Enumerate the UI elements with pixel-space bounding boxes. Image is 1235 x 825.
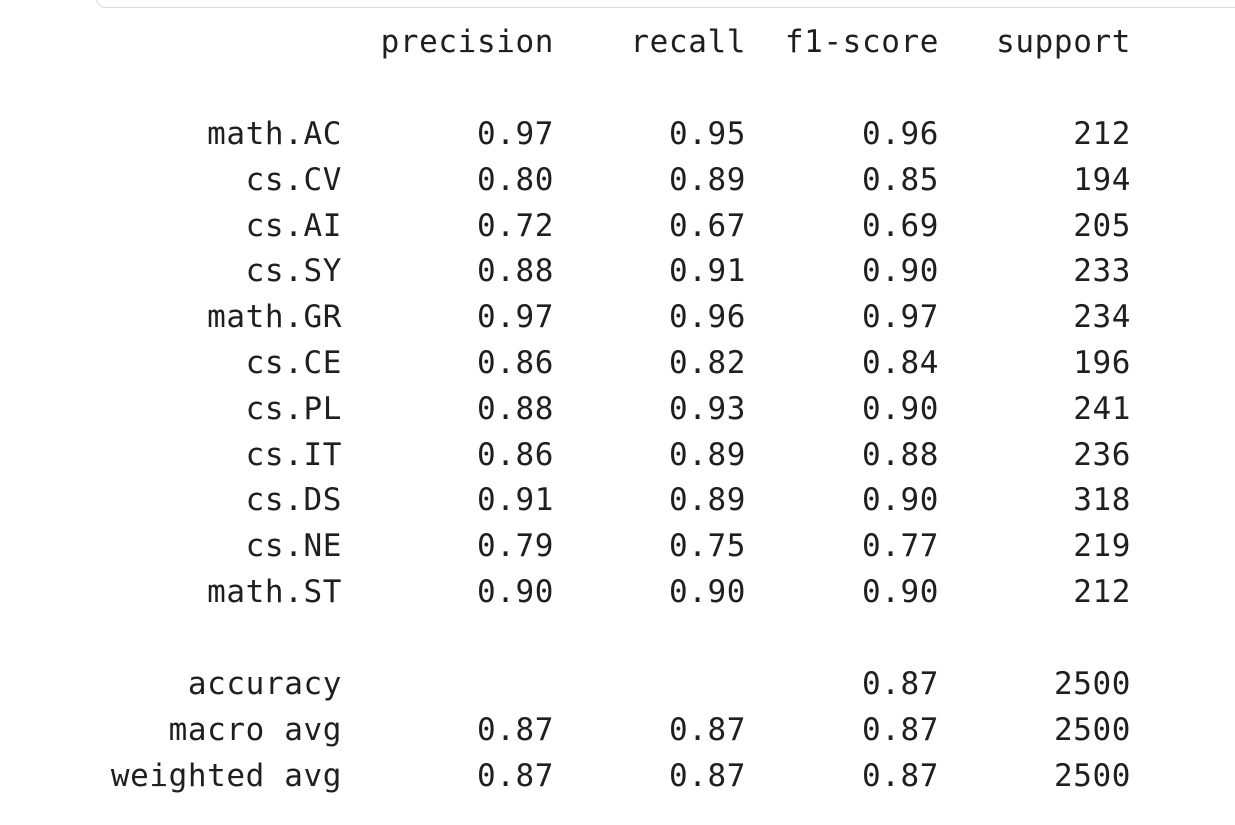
- row-recall: 0.89: [668, 161, 746, 198]
- row-recall: 0.75: [668, 528, 746, 565]
- row-support: 194: [1073, 161, 1131, 198]
- row-support: 233: [1073, 253, 1131, 290]
- row-f1-score: 0.85: [861, 161, 939, 198]
- row-support: 212: [1073, 574, 1131, 610]
- row-precision: 0.79: [476, 528, 554, 565]
- table-row: cs.IT 0.86 0.89 0.88 236: [0, 435, 1235, 475]
- row-recall: 0.90: [668, 574, 746, 610]
- row-label: cs.CV: [245, 161, 342, 198]
- row-support: 2500: [1053, 711, 1131, 748]
- header-support: support: [996, 24, 1131, 60]
- header-f1-score: f1-score: [784, 24, 939, 60]
- row-label: cs.DS: [245, 482, 342, 519]
- table-row: cs.CV 0.80 0.89 0.85 194: [0, 160, 1235, 200]
- table-row: cs.DS 0.91 0.89 0.90 318: [0, 480, 1235, 520]
- row-f1-score: 0.87: [861, 711, 939, 748]
- header-recall: recall: [630, 24, 746, 60]
- row-support: 241: [1073, 390, 1131, 427]
- row-f1-score: 0.90: [861, 574, 939, 610]
- row-support: 212: [1073, 116, 1131, 152]
- row-precision: 0.87: [476, 711, 554, 748]
- row-f1-score: 0.90: [861, 390, 939, 427]
- row-recall: 0.95: [668, 116, 746, 152]
- row-support: 219: [1073, 528, 1131, 565]
- row-label: math.GR: [207, 299, 342, 336]
- output-cell-frame: [96, 0, 1235, 8]
- table-row: cs.SY 0.88 0.91 0.90 233: [0, 251, 1235, 291]
- row-f1-score: 0.90: [861, 482, 939, 519]
- row-f1-score: 0.88: [861, 436, 939, 473]
- row-support: 234: [1073, 299, 1131, 336]
- header-row: precision recall f1-score support: [0, 22, 1235, 62]
- row-label: cs.SY: [245, 253, 342, 290]
- row-f1-score: 0.97: [861, 299, 939, 336]
- row-recall: 0.96: [668, 299, 746, 336]
- row-f1-score: 0.69: [861, 207, 939, 244]
- row-precision: 0.90: [476, 574, 554, 610]
- row-label: accuracy: [187, 666, 342, 702]
- row-support: 236: [1073, 436, 1131, 473]
- row-label: cs.NE: [245, 528, 342, 565]
- row-recall: 0.91: [668, 253, 746, 290]
- row-recall: 0.87: [668, 757, 746, 794]
- row-f1-score: 0.90: [861, 253, 939, 290]
- row-label: cs.IT: [245, 436, 342, 473]
- table-row: math.AC 0.97 0.95 0.96 212: [0, 114, 1235, 154]
- table-row: cs.NE 0.79 0.75 0.77 219: [0, 526, 1235, 566]
- row-support: 2500: [1053, 757, 1131, 794]
- table-row: cs.AI 0.72 0.67 0.69 205: [0, 206, 1235, 246]
- row-precision: 0.88: [476, 390, 554, 427]
- row-support: 205: [1073, 207, 1131, 244]
- row-label: math.AC: [207, 116, 342, 152]
- row-label: cs.CE: [245, 345, 342, 381]
- row-f1-score: 0.87: [861, 666, 939, 702]
- row-f1-score: 0.84: [861, 345, 939, 381]
- row-recall: 0.67: [668, 207, 746, 244]
- row-recall: 0.87: [668, 711, 746, 748]
- row-recall: 0.89: [668, 436, 746, 473]
- row-precision: 0.86: [476, 345, 554, 381]
- table-row: math.GR 0.97 0.96 0.97 234: [0, 297, 1235, 337]
- row-precision: 0.86: [476, 436, 554, 473]
- row-label: weighted avg: [110, 757, 342, 794]
- row-recall: 0.93: [668, 390, 746, 427]
- row-recall: 0.89: [668, 482, 746, 519]
- row-precision: 0.97: [476, 299, 554, 336]
- row-label: cs.PL: [245, 390, 342, 427]
- row-label: macro avg: [168, 711, 342, 748]
- row-precision: 0.80: [476, 161, 554, 198]
- summary-row: accuracy 0.87 2500: [0, 664, 1235, 704]
- row-precision: 0.91: [476, 482, 554, 519]
- row-support: 2500: [1053, 666, 1131, 702]
- row-precision: 0.72: [476, 207, 554, 244]
- row-support: 196: [1073, 345, 1131, 381]
- row-precision: 0.97: [476, 116, 554, 152]
- table-row: cs.PL 0.88 0.93 0.90 241: [0, 389, 1235, 429]
- row-precision: 0.88: [476, 253, 554, 290]
- row-recall: 0.82: [668, 345, 746, 381]
- row-label: math.ST: [207, 574, 342, 610]
- row-f1-score: 0.96: [861, 116, 939, 152]
- row-support: 318: [1073, 482, 1131, 519]
- row-f1-score: 0.87: [861, 757, 939, 794]
- row-label: cs.AI: [245, 207, 342, 244]
- summary-row: macro avg 0.87 0.87 0.87 2500: [0, 710, 1235, 750]
- table-row: cs.CE 0.86 0.82 0.84 196: [0, 343, 1235, 383]
- summary-row: weighted avg 0.87 0.87 0.87 2500: [0, 756, 1235, 796]
- row-f1-score: 0.77: [861, 528, 939, 565]
- header-precision: precision: [380, 24, 554, 60]
- row-precision: 0.87: [476, 757, 554, 794]
- table-row: math.ST 0.90 0.90 0.90 212: [0, 572, 1235, 612]
